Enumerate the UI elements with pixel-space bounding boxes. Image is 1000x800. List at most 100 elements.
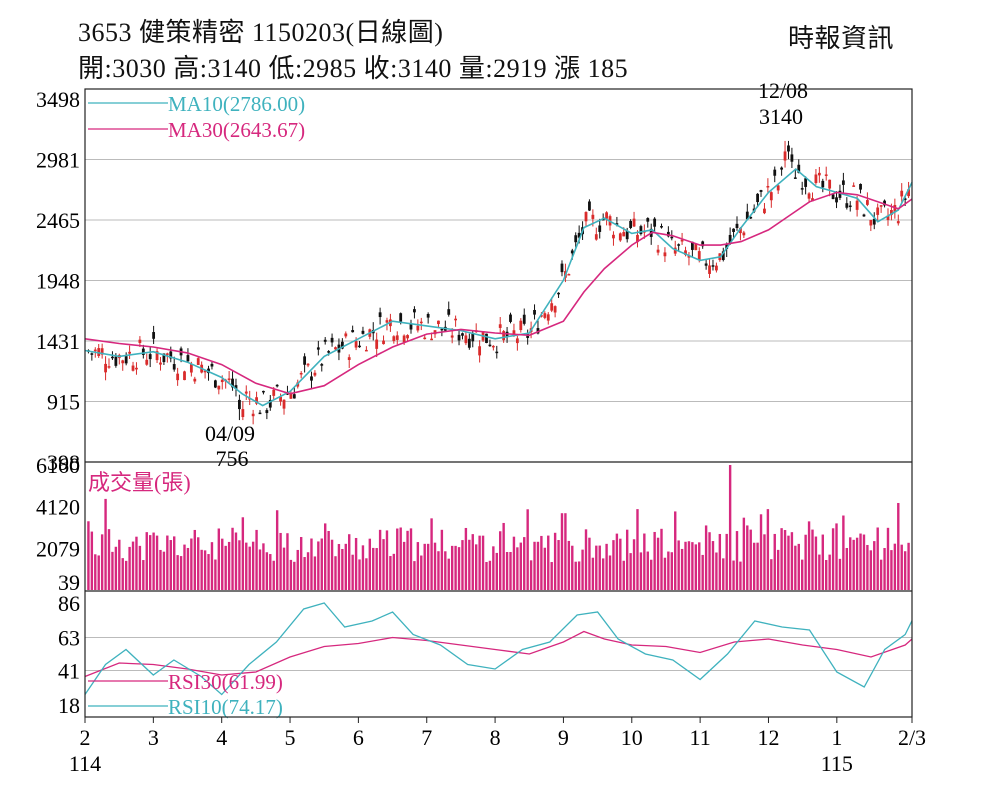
candle-up: [385, 320, 389, 323]
candle-up: [93, 349, 97, 352]
volume-bar: [698, 542, 701, 590]
candle-up: [128, 351, 131, 354]
volume-bar: [155, 535, 159, 590]
volume-bar: [876, 527, 879, 590]
candle-up: [502, 331, 506, 341]
candle-up: [907, 189, 910, 197]
candle-down: [821, 180, 825, 188]
volume-bar: [348, 534, 351, 590]
volume-bar: [396, 528, 399, 590]
volume-bar: [413, 561, 416, 590]
volume-bar: [790, 532, 794, 590]
candle-up: [478, 346, 482, 356]
x-tick-label: 12: [757, 725, 779, 750]
candle-up: [684, 250, 687, 255]
candle-down: [883, 200, 886, 206]
volume-bar: [900, 544, 903, 590]
volume-bar: [375, 548, 378, 590]
volume-title: 成交量(張): [88, 470, 191, 495]
ma10-line: [84, 167, 913, 407]
volume-bar: [505, 551, 509, 590]
candle-up: [618, 233, 622, 241]
volume-bar: [464, 527, 468, 590]
x-year-label: 115: [821, 751, 853, 776]
volume-bar: [739, 561, 742, 590]
volume-bar: [275, 510, 279, 590]
volume-bar: [255, 529, 258, 590]
volume-bar: [231, 527, 234, 590]
volume-bar: [210, 542, 214, 590]
candle-up: [896, 221, 900, 224]
candle-down: [841, 180, 845, 185]
volume-bar: [533, 541, 536, 590]
volume-bar: [540, 535, 543, 590]
volume-bar: [588, 537, 591, 590]
candle-up: [550, 303, 554, 311]
volume-bar: [358, 559, 361, 590]
volume-bar: [183, 544, 186, 590]
volume-bar: [625, 529, 629, 590]
candle-up: [121, 360, 125, 364]
candle-up: [680, 239, 684, 242]
volume-bar: [704, 525, 708, 590]
candle-up: [176, 373, 180, 381]
volume-bar: [324, 523, 327, 590]
candle-up: [402, 335, 406, 343]
candle-down: [111, 356, 114, 359]
x-tick-label: 5: [285, 725, 296, 750]
candle-up: [437, 320, 440, 325]
candle-up: [636, 234, 639, 243]
candle-up: [694, 244, 698, 251]
volume-bar: [821, 534, 824, 590]
candle-up: [591, 214, 595, 219]
volume-bar: [838, 558, 842, 590]
volume-bar: [87, 521, 90, 590]
candle-down: [238, 399, 241, 410]
volume-bar: [811, 529, 814, 590]
volume-bar: [756, 542, 759, 590]
volume-bar: [883, 548, 886, 590]
candle-down: [735, 223, 739, 228]
candle-up: [299, 372, 303, 375]
volume-bar: [426, 543, 430, 590]
candle-up: [104, 363, 107, 373]
volume-bar: [701, 554, 704, 590]
candle-up: [739, 227, 742, 234]
volume-bar: [886, 527, 890, 590]
volume-tick-label: 4120: [36, 495, 80, 520]
volume-bar: [543, 547, 547, 590]
candle-down: [660, 226, 663, 228]
candle-down: [711, 265, 715, 267]
candle-up: [450, 335, 454, 338]
volume-tick-label: 2079: [36, 536, 80, 561]
candle-up: [539, 315, 543, 317]
volume-bar: [203, 550, 207, 590]
volume-bar: [866, 544, 869, 590]
candle-down: [615, 223, 619, 225]
high-date-annotation: 12/08: [758, 78, 808, 103]
volume-bar: [169, 540, 172, 590]
ohlc-summary: 開:3030 高:3140 低:2985 收:3140 量:2919 漲 185: [78, 54, 629, 83]
candle-down: [745, 211, 749, 220]
volume-bar: [179, 556, 183, 590]
candle-down: [413, 309, 416, 313]
candle-down: [399, 313, 403, 322]
candle-up: [605, 212, 608, 219]
candle-up: [900, 190, 904, 197]
volume-bar: [605, 543, 608, 590]
candle-down: [495, 351, 499, 354]
volume-bar: [629, 553, 632, 590]
candle-down: [732, 228, 735, 232]
candle-up: [811, 198, 814, 202]
volume-bar: [104, 498, 107, 590]
volume-bar: [97, 555, 100, 590]
volume-bar: [221, 538, 224, 590]
candle-up: [220, 379, 224, 383]
volume-bar: [873, 541, 876, 590]
candle-up: [279, 396, 282, 402]
volume-tick-label: 6160: [36, 453, 80, 478]
volume-bar: [650, 559, 653, 590]
candle-up: [594, 234, 598, 240]
candle-down: [310, 376, 313, 381]
volume-bar: [742, 517, 746, 590]
